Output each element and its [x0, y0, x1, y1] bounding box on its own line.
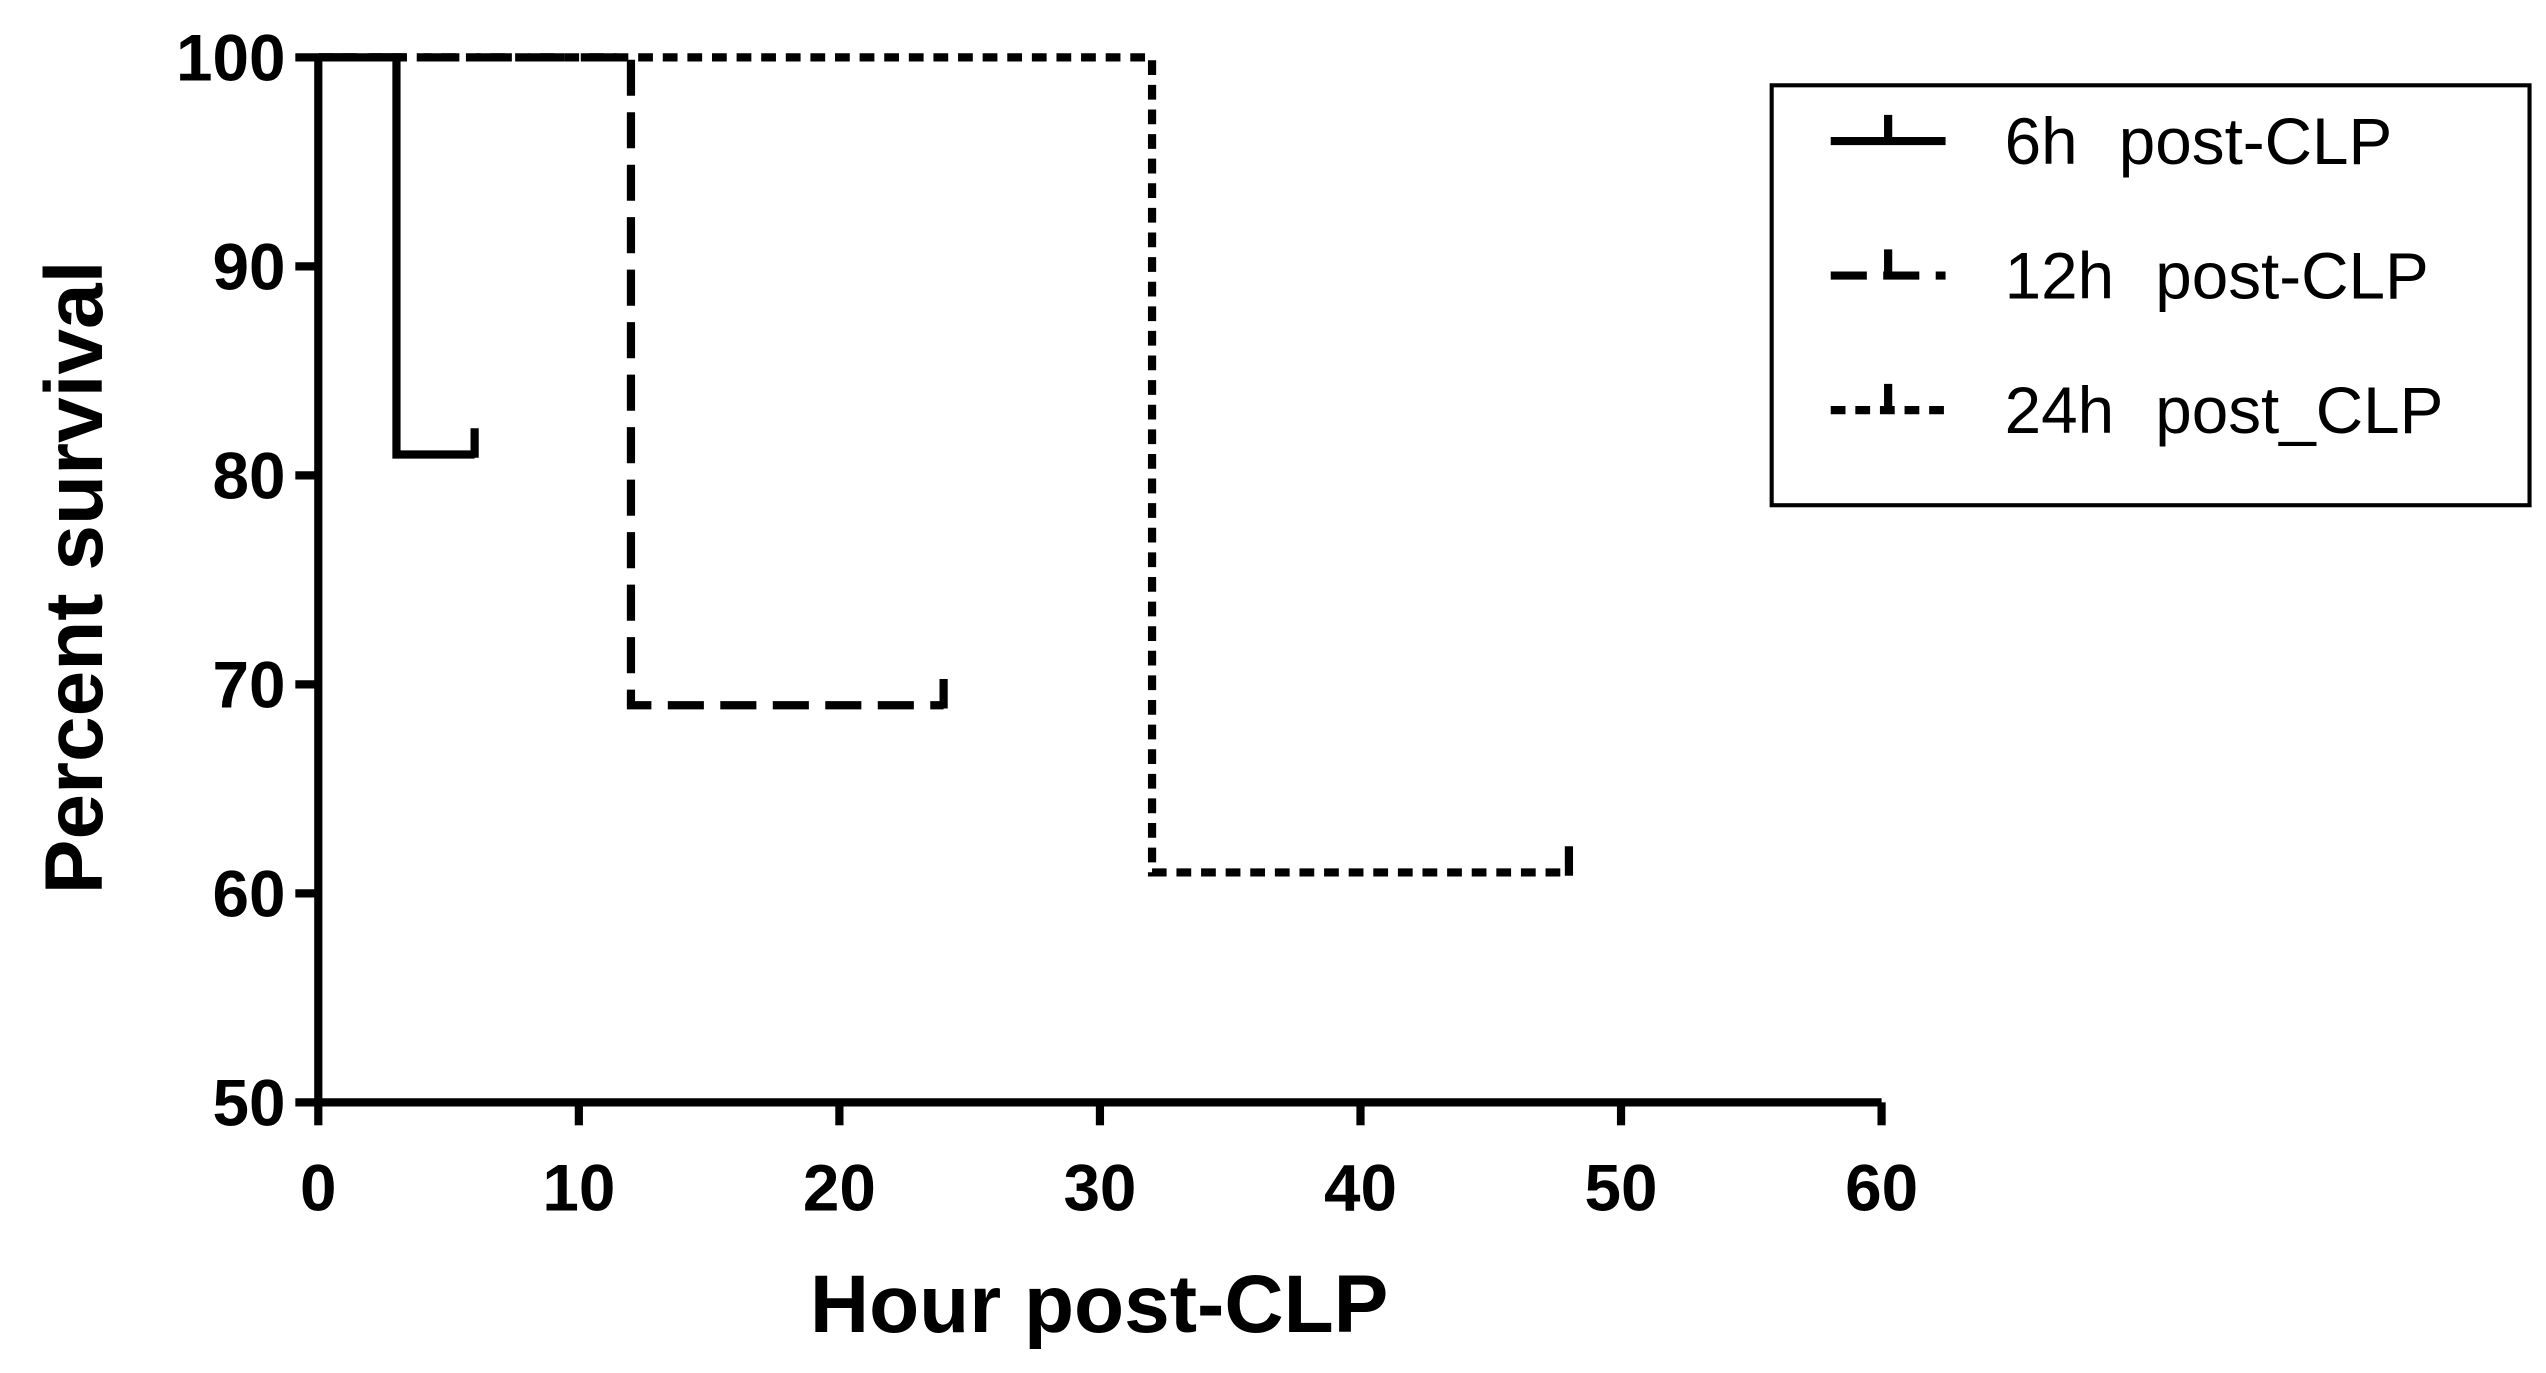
legend-box [1769, 83, 2532, 508]
y-tick-label: 70 [213, 648, 286, 721]
x-tick-label: 20 [803, 1152, 876, 1225]
legend-label: 24h post_CLP [2005, 374, 2444, 447]
y-axis-title: Percent survival [29, 261, 120, 895]
x-tick-label: 60 [1845, 1152, 1918, 1225]
y-tick-label: 90 [213, 230, 286, 303]
x-tick-label: 50 [1585, 1152, 1658, 1225]
x-tick-label: 0 [300, 1152, 337, 1225]
survival-line [318, 53, 1569, 877]
x-tick-label: 30 [1063, 1152, 1136, 1225]
y-tick-label: 50 [213, 1066, 286, 1139]
x-tick-label: 10 [542, 1152, 615, 1225]
x-tick-label: 40 [1324, 1152, 1397, 1225]
y-tick-label: 80 [213, 439, 286, 512]
y-tick-label: 60 [213, 857, 286, 930]
survival-line [318, 53, 944, 710]
x-axis-title: Hour post-CLP [810, 1259, 1388, 1350]
legend-label: 12h post-CLP [2005, 240, 2429, 313]
legend-label: 6h post-CLP [2005, 105, 2393, 178]
y-tick-label: 100 [176, 21, 285, 94]
